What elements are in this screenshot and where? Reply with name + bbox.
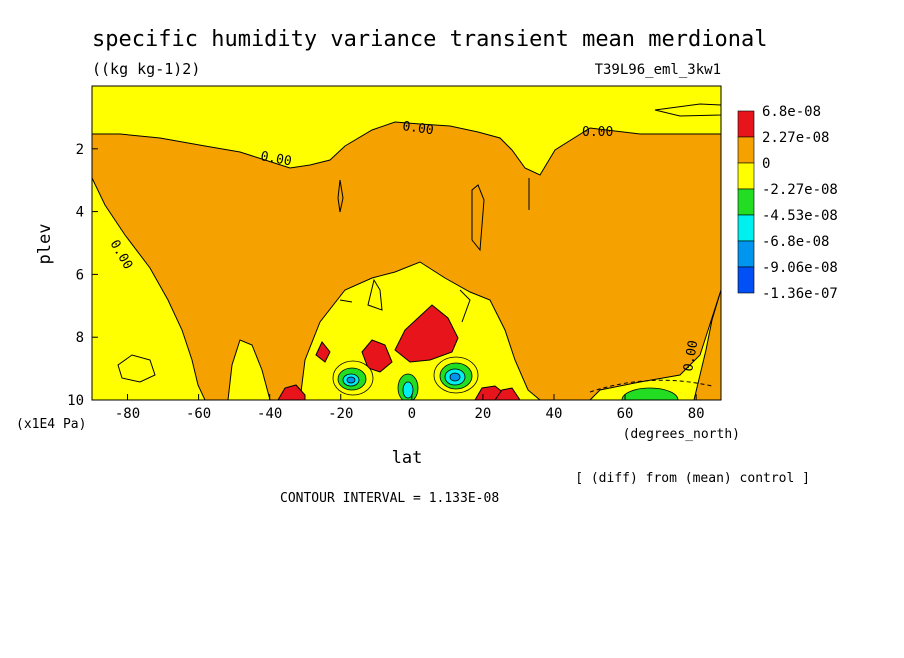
region-red-bottom-right [494,387,521,400]
colorbar: 6.8e-08 2.27e-08 0 -2.27e-08 -4.53e-08 -6.8e-… [737,104,838,302]
contour-line-6 [339,299,353,303]
colorbar-swatch [737,188,755,216]
chart-units: ((kg kg-1)2) [92,60,200,78]
contour-line-4 [459,289,471,323]
plot-frame [91,85,722,401]
y-tick-label: 4 [76,205,84,221]
region-red-bottom-left [277,384,306,400]
contour-interval: CONTOUR INTERVAL = 1.133E-08 [280,491,499,506]
x-tick-label: 60 [617,406,634,422]
contour-label: 0.00 [582,125,613,140]
region-right-flank [589,289,721,400]
colorbar-label: 0 [762,156,770,172]
colorbar-label: 2.27e-08 [762,130,829,146]
x-axis: -80 -60 -40 -20 0 20 40 60 80 [115,394,705,422]
y-axis-label: plev [35,224,55,265]
region-neg-left-blue [346,376,356,384]
colorbar-label: -4.53e-08 [762,208,838,224]
y-tick-label: 2 [76,142,84,158]
colorbar-label: -2.27e-08 [762,182,838,198]
contour-field: 0.00 0.00 0.00 0.00 0.00 [92,86,721,400]
x-tick-label: -40 [257,406,282,422]
x-tick-label: -80 [115,406,140,422]
colorbar-swatch [737,240,755,268]
x-axis-label: lat [392,448,423,468]
run-id: T39L96_eml_3kw1 [595,62,721,78]
colorbar-swatch [737,110,755,138]
region-neg-far-right [621,387,679,400]
x-axis-units: (degrees_north) [623,427,740,442]
region-red-left-small [315,341,331,363]
x-tick-label: 0 [408,406,416,422]
y-axis-units: (x1E4 Pa) [16,417,86,432]
region-neg-center-cyan [402,381,414,399]
contour-label: 0.00 [259,149,292,169]
region-left-bottom [227,339,271,400]
x-tick-label: 80 [688,406,705,422]
y-axis: 2 4 6 8 10 [67,142,98,409]
region-red-center-right [394,304,459,363]
colorbar-label: 6.8e-08 [762,104,821,120]
contour-label: 0.00 [401,119,434,138]
colorbar-swatch [737,266,755,294]
colorbar-label: -6.8e-08 [762,234,829,250]
region-top-right-blob [654,103,721,117]
region-small-mid1 [367,278,383,311]
y-tick-label: 8 [76,330,84,346]
colorbar-swatch [737,136,755,164]
colorbar-swatch [737,214,755,242]
contour-labels: 0.00 0.00 0.00 0.00 0.00 [107,119,702,373]
region-left-flank [92,177,206,400]
x-tick-label: -60 [186,406,211,422]
chart-title: specific humidity variance transient mea… [92,27,768,52]
y-tick-label: 6 [76,267,84,283]
x-tick-label: -20 [328,406,353,422]
colorbar-swatch [737,162,755,190]
region-top-band [92,86,721,176]
colorbar-label: -9.06e-08 [762,260,838,276]
region-small-left [117,354,156,383]
contour-label: 0.00 [681,339,701,372]
contour-line-2 [471,184,485,252]
x-tick-label: 40 [546,406,563,422]
y-tick-label: 10 [67,393,84,409]
colorbar-label: -1.36e-07 [762,286,838,302]
region-neg-right-blue [449,372,461,382]
diff-note: [ (diff) from (mean) control ] [575,471,810,486]
x-tick-label: 20 [474,406,491,422]
contour-line-1 [337,179,344,213]
